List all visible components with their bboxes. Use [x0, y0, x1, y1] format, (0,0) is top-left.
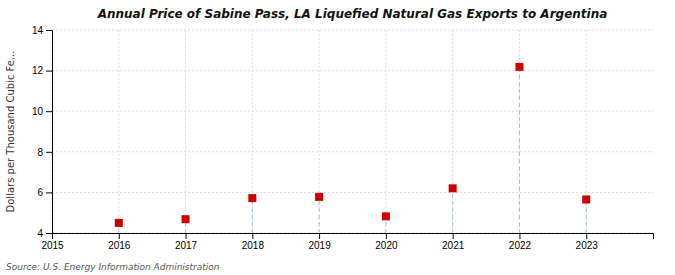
tick: 2023 — [576, 233, 599, 251]
source-note: Source: U.S. Energy Information Administ… — [6, 262, 220, 272]
tick-label: 12 — [32, 65, 44, 76]
tick-mark — [186, 233, 187, 239]
tick-mark — [119, 233, 120, 239]
tick-mark — [46, 30, 52, 31]
tick-label: 6 — [37, 187, 43, 198]
drop-line — [586, 200, 587, 233]
tick-label: 2021 — [442, 240, 465, 251]
tick-label: 14 — [32, 25, 44, 36]
grid-line — [52, 111, 653, 112]
tick-mark — [586, 233, 587, 239]
tick-mark — [453, 233, 454, 239]
grid-line — [452, 30, 453, 233]
grid-line — [252, 30, 253, 233]
grid-line — [52, 192, 653, 193]
tick-mark — [519, 233, 520, 239]
point — [382, 212, 390, 220]
drop-line — [519, 67, 520, 233]
grid-line — [185, 30, 186, 233]
tick: 2019 — [308, 233, 331, 251]
grid-line — [52, 70, 653, 71]
tick-label: 8 — [37, 147, 43, 158]
tick-label: 2022 — [509, 240, 532, 251]
tick: 14 — [32, 25, 52, 36]
tick: 4 — [37, 228, 52, 239]
point — [182, 215, 190, 223]
point — [115, 219, 123, 227]
tick-label: 2019 — [308, 240, 331, 251]
tick: 8 — [37, 147, 52, 158]
tick-label: 2020 — [375, 240, 398, 251]
tick-mark — [386, 233, 387, 239]
tick: 2017 — [175, 233, 198, 251]
tick-mark — [46, 71, 52, 72]
point — [582, 196, 590, 204]
tick-label: 2017 — [175, 240, 198, 251]
drop-line — [252, 198, 253, 233]
tick-mark — [252, 233, 253, 239]
axis-line — [46, 31, 53, 234]
tick-mark — [46, 192, 52, 193]
tick: 10 — [32, 106, 52, 117]
marks — [115, 63, 590, 233]
point — [248, 194, 256, 202]
point — [315, 193, 323, 201]
plot-area: 2015 2016 2017 2018 2019 2020 2021 2022 2023 4 6 8 1… — [32, 25, 654, 251]
drop-line — [319, 197, 320, 233]
y-axis: 4 6 8 10 12 14 — [32, 25, 53, 239]
tick-mark — [46, 111, 52, 112]
tick-label: 2016 — [108, 240, 131, 251]
grid-line — [52, 30, 653, 31]
tick: 2022 — [509, 233, 532, 251]
tick: 12 — [32, 65, 52, 76]
y-axis-title: Dollars per Thousand Cubic Fe... — [5, 51, 16, 213]
axis-line — [53, 234, 654, 240]
grid-line — [118, 30, 119, 233]
grid-line — [319, 30, 320, 233]
grid — [52, 30, 653, 233]
tick-mark — [319, 233, 320, 239]
tick-label: 2023 — [576, 240, 599, 251]
tick: 2020 — [375, 233, 398, 251]
tick-mark — [46, 233, 52, 234]
chart: 2015 2016 2017 2018 2019 2020 2021 2022 2023 4 6 8 1… — [0, 0, 675, 275]
tick-label: 4 — [37, 228, 43, 239]
drop-line — [452, 188, 453, 233]
tick: 2021 — [442, 233, 465, 251]
point — [515, 63, 523, 71]
tick: 2015 — [41, 233, 64, 251]
grid-line — [519, 30, 520, 233]
tick: 2018 — [242, 233, 265, 251]
tick-label: 2018 — [242, 240, 265, 251]
x-axis: 2015 2016 2017 2018 2019 2020 2021 2022 2023 — [41, 233, 653, 251]
grid-line — [385, 30, 386, 233]
grid-line — [52, 151, 653, 152]
point — [449, 184, 457, 192]
tick-label: 2015 — [41, 240, 64, 251]
tick: 2016 — [108, 233, 131, 251]
tick: 6 — [37, 187, 52, 198]
tick-label: 10 — [32, 106, 44, 117]
title: Annual Price of Sabine Pass, LA Liquefie… — [97, 7, 608, 21]
tick-mark — [46, 152, 52, 153]
